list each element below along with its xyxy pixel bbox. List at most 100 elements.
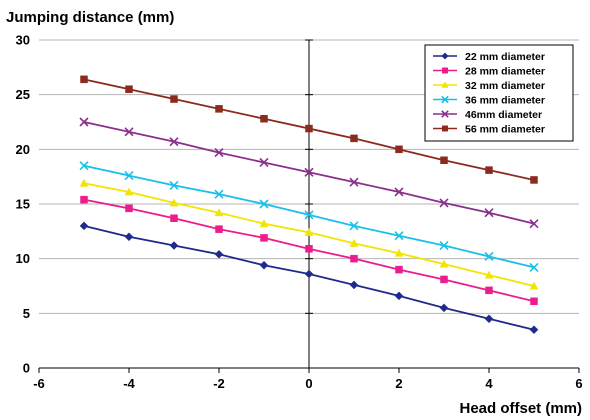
data-point bbox=[441, 95, 449, 104]
data-point bbox=[349, 280, 359, 290]
legend-box bbox=[424, 44, 574, 142]
data-point bbox=[79, 161, 89, 171]
data-point bbox=[259, 199, 269, 209]
legend-item: 46mm diameter bbox=[433, 109, 542, 121]
data-point bbox=[440, 156, 448, 165]
data-point bbox=[395, 145, 403, 154]
data-point bbox=[350, 134, 358, 143]
data-point bbox=[439, 303, 449, 313]
data-point bbox=[529, 219, 539, 229]
data-point bbox=[305, 124, 313, 133]
data-point bbox=[442, 67, 448, 74]
data-point bbox=[441, 110, 449, 118]
legend-item: 28 mm diameter bbox=[433, 65, 545, 77]
data-point bbox=[485, 166, 493, 174]
data-point bbox=[124, 171, 134, 181]
x-tick-label: 2 bbox=[395, 376, 402, 391]
data-point bbox=[215, 225, 223, 233]
data-point bbox=[439, 259, 449, 268]
data-point bbox=[394, 187, 404, 197]
data-point bbox=[440, 275, 448, 284]
data-point bbox=[170, 95, 178, 103]
data-point bbox=[350, 254, 358, 263]
legend-label: 32 mm diameter bbox=[465, 80, 545, 92]
x-tick-label: -6 bbox=[33, 376, 45, 391]
data-point bbox=[304, 227, 314, 236]
legend-label: 28 mm diameter bbox=[465, 65, 545, 77]
data-point bbox=[441, 52, 449, 60]
legend-item: 36 mm diameter bbox=[433, 94, 545, 106]
y-tick-labels: 0 5 10 15 20 25 30 bbox=[16, 33, 30, 376]
data-point bbox=[441, 81, 449, 88]
y-axis-title: Jumping distance (mm) bbox=[6, 9, 174, 26]
data-point bbox=[214, 249, 224, 259]
series-1 bbox=[79, 221, 539, 335]
data-point bbox=[484, 314, 494, 324]
data-point bbox=[439, 198, 449, 208]
data-point bbox=[79, 178, 89, 187]
y-tick-label: 10 bbox=[16, 251, 30, 266]
data-point bbox=[214, 148, 224, 158]
data-point bbox=[124, 127, 134, 137]
data-point bbox=[80, 195, 88, 204]
data-point bbox=[485, 286, 493, 295]
data-point bbox=[304, 210, 314, 220]
data-point bbox=[529, 281, 539, 290]
data-point bbox=[304, 269, 314, 279]
x-tick-label: -4 bbox=[123, 376, 135, 391]
y-tick-label: 5 bbox=[23, 306, 30, 321]
y-tick-label: 15 bbox=[16, 197, 30, 212]
data-point bbox=[214, 208, 224, 217]
data-point bbox=[304, 167, 314, 177]
data-point bbox=[80, 75, 88, 84]
data-point bbox=[530, 176, 538, 184]
data-point bbox=[439, 240, 449, 251]
series-3 bbox=[79, 178, 539, 290]
y-tick-label: 0 bbox=[23, 361, 30, 376]
series-2 bbox=[80, 195, 538, 306]
data-point bbox=[530, 297, 538, 306]
data-point bbox=[260, 114, 268, 123]
data-point bbox=[125, 204, 133, 213]
data-point bbox=[305, 245, 313, 253]
data-point bbox=[394, 291, 404, 301]
data-point bbox=[484, 251, 494, 262]
legend-label: 56 mm diameter bbox=[465, 123, 545, 135]
data-point bbox=[349, 238, 359, 247]
data-point bbox=[442, 125, 448, 132]
data-point bbox=[170, 214, 178, 222]
legend-label: 46mm diameter bbox=[465, 109, 542, 121]
legend-item: 22 mm diameter bbox=[433, 51, 545, 63]
data-point bbox=[125, 85, 133, 93]
data-point bbox=[394, 248, 404, 257]
data-point bbox=[349, 221, 359, 231]
data-point bbox=[349, 177, 359, 187]
series-group bbox=[79, 75, 539, 335]
data-point bbox=[259, 219, 269, 228]
data-point bbox=[259, 260, 269, 270]
data-point bbox=[79, 117, 89, 127]
x-tick-label: 6 bbox=[575, 376, 582, 391]
y-tick-label: 30 bbox=[16, 33, 30, 48]
axes bbox=[38, 39, 580, 373]
x-tick-label: 0 bbox=[305, 376, 312, 391]
legend: 22 mm diameter 28 mm diameter 32 mm diamet… bbox=[424, 44, 574, 142]
data-point bbox=[484, 270, 494, 279]
x-axis-title: Head offset (mm) bbox=[459, 400, 582, 417]
data-point bbox=[124, 187, 134, 196]
legend-item: 56 mm diameter bbox=[433, 123, 545, 135]
x-tick-label: 4 bbox=[485, 376, 493, 391]
data-point bbox=[169, 137, 179, 147]
series-5 bbox=[79, 117, 539, 229]
data-point bbox=[529, 325, 539, 335]
data-point bbox=[394, 231, 404, 241]
data-point bbox=[215, 105, 223, 113]
legend-label: 22 mm diameter bbox=[465, 51, 545, 63]
legend-label: 36 mm diameter bbox=[465, 94, 545, 106]
data-point bbox=[169, 198, 179, 207]
data-point bbox=[260, 234, 268, 242]
series-4 bbox=[79, 161, 539, 272]
data-point bbox=[259, 157, 269, 168]
data-point bbox=[529, 262, 539, 272]
